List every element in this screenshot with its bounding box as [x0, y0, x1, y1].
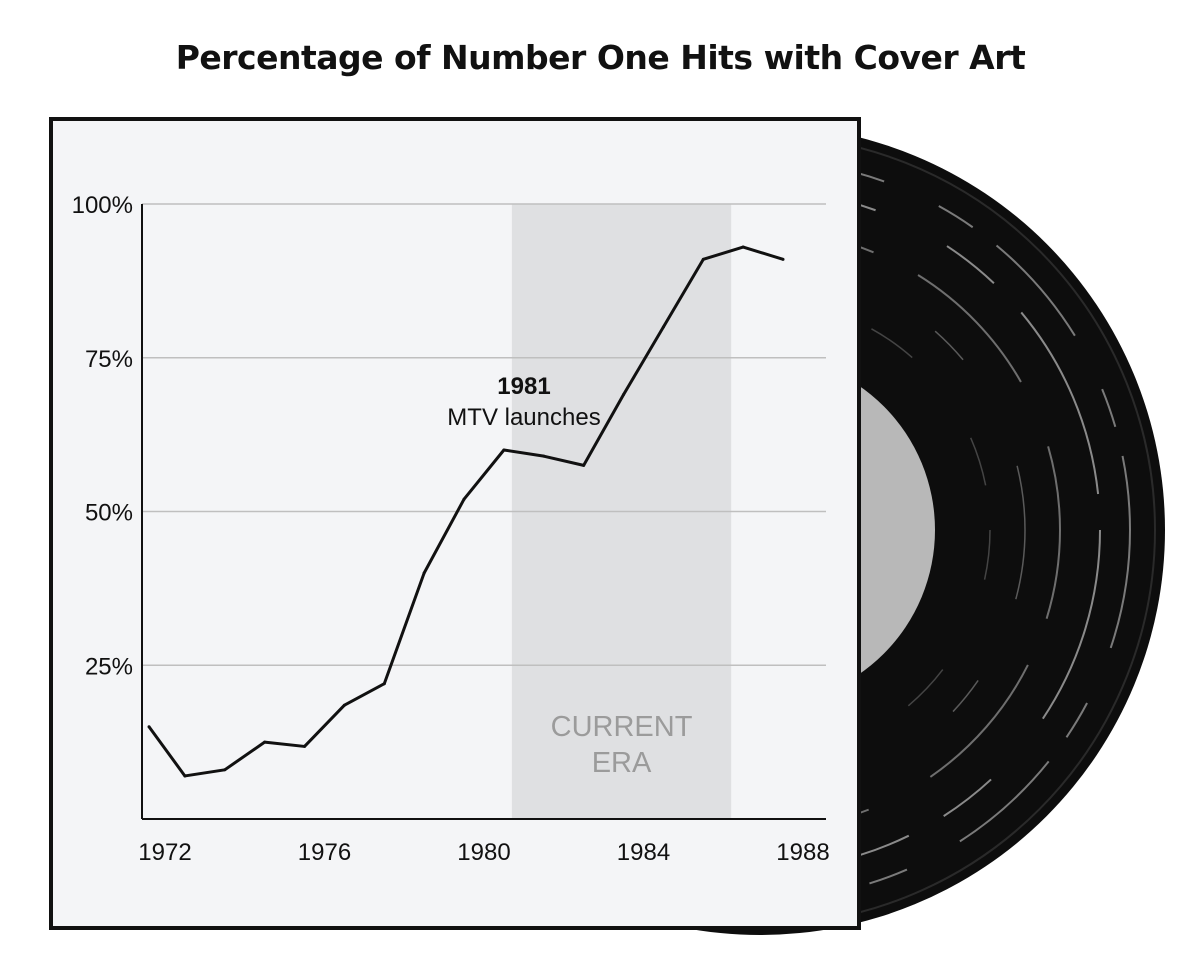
- x-tick-label: 1988: [776, 839, 829, 866]
- x-tick-label: 1984: [617, 839, 670, 866]
- data-point: [782, 258, 785, 261]
- data-point: [148, 725, 151, 728]
- data-point: [582, 464, 585, 467]
- data-point: [542, 455, 545, 458]
- data-point: [183, 774, 186, 777]
- era-label-line1: CURRENT: [551, 711, 693, 743]
- y-tick-label: 100%: [72, 192, 133, 219]
- x-tick-label: 1980: [457, 839, 510, 866]
- annotation-text: MTV launches: [447, 404, 600, 431]
- data-point: [303, 745, 306, 748]
- data-point: [383, 682, 386, 685]
- x-tick-label: 1976: [298, 839, 351, 866]
- era-label-line2: ERA: [592, 747, 652, 779]
- data-point: [343, 704, 346, 707]
- data-point: [502, 449, 505, 452]
- y-tick-label: 25%: [85, 653, 133, 680]
- data-point: [463, 498, 466, 501]
- data-point: [622, 393, 625, 396]
- x-tick-label: 1972: [138, 839, 191, 866]
- data-point: [423, 572, 426, 575]
- data-point: [702, 258, 705, 261]
- data-point: [263, 741, 266, 744]
- annotation-year: 1981: [497, 373, 550, 400]
- data-point: [742, 246, 745, 249]
- data-point: [662, 326, 665, 329]
- album-sleeve-frame: [51, 119, 859, 928]
- y-tick-label: 50%: [85, 500, 133, 527]
- data-point: [223, 768, 226, 771]
- y-tick-label: 75%: [85, 346, 133, 373]
